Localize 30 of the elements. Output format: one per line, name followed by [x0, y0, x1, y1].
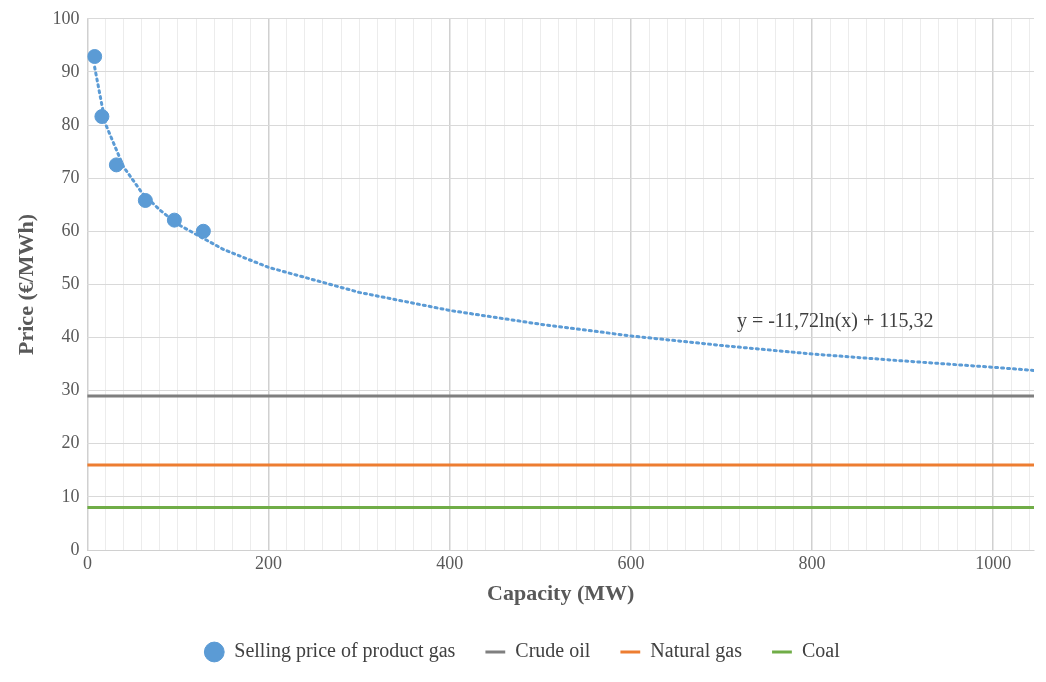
y-tick-label: 30 — [61, 379, 80, 400]
x-axis-title: Capacity (MW) — [487, 580, 635, 606]
y-axis-title: Price (€/MWh) — [12, 213, 38, 355]
y-tick-label: 0 — [70, 538, 80, 559]
y-tick-label: 80 — [61, 113, 80, 134]
point — [87, 49, 103, 65]
legend-label: Coal — [801, 639, 841, 662]
y-tick-label: 90 — [61, 60, 80, 81]
x-tick-label: 800 — [798, 552, 826, 573]
annotation: y = -11,72ln(x) + 115,32 — [736, 309, 934, 333]
x-tick-label: 400 — [436, 552, 464, 573]
y-tick-label: 50 — [61, 273, 80, 294]
point — [94, 109, 110, 125]
x-tick-label: 1000 — [975, 552, 1012, 573]
legend-label: Selling price of product gas — [234, 639, 456, 663]
y-tick-label: 100 — [52, 7, 80, 28]
legend-label: Natural gas — [650, 639, 743, 663]
y-tick-label: 70 — [61, 166, 80, 187]
point — [108, 157, 124, 173]
point — [166, 212, 182, 228]
y-tick-label: 40 — [61, 326, 80, 347]
legend-label: Crude oil — [515, 639, 591, 662]
x-tick-label: 200 — [255, 552, 283, 573]
point — [195, 223, 211, 239]
y-tick-label: 60 — [61, 220, 80, 241]
y-tick-label: 10 — [61, 485, 80, 506]
line-series — [93, 65, 1034, 372]
point — [137, 192, 153, 208]
y-tick-label: 20 — [61, 432, 80, 453]
x-tick-label: 600 — [617, 552, 645, 573]
